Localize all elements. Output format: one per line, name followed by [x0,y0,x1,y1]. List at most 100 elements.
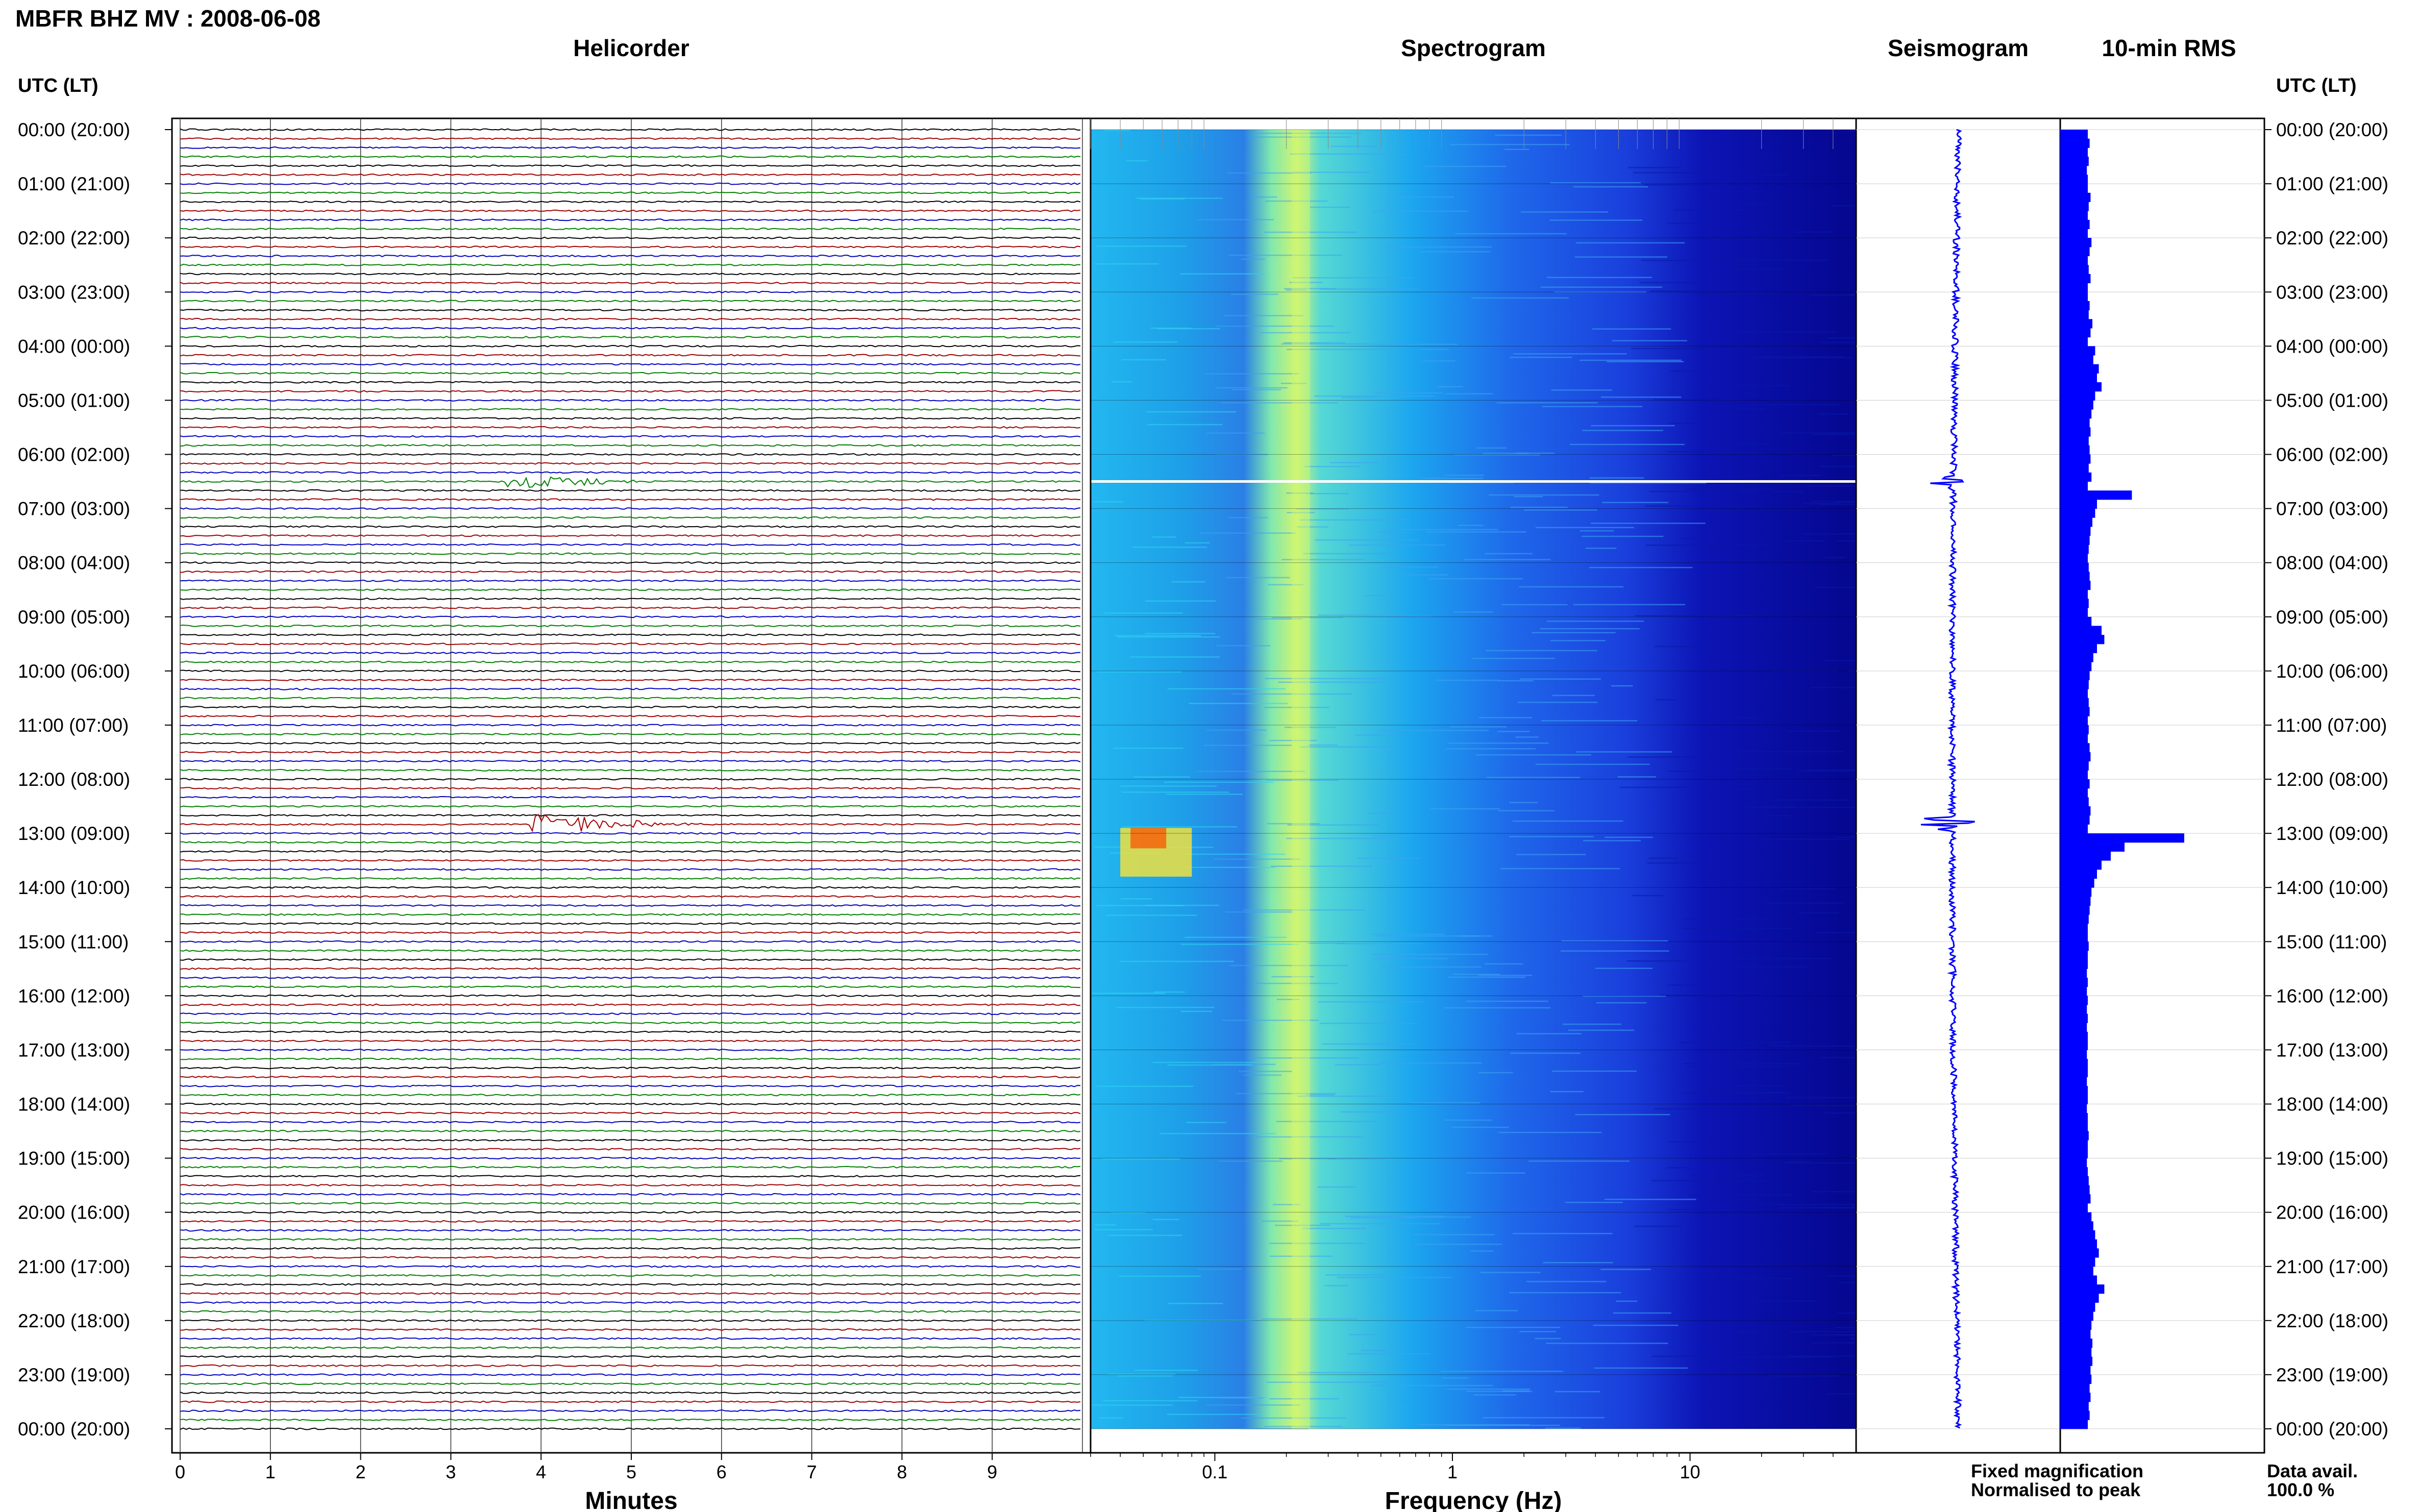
spectrogram-cell [1510,506,1568,508]
helicorder-trace [180,444,1081,447]
rms-bar [2060,734,2088,743]
spectrogram-cell [1303,553,1398,555]
spectrogram-cell [1667,222,1740,224]
helicorder-trace [180,714,1081,717]
spectrogram-cell [1447,1388,1531,1390]
spectrogram-cell [1453,611,1493,613]
spectrogram-cell [1486,777,1581,778]
rms-bar [2060,671,2090,681]
spectrogram-cell [1133,776,1190,778]
helicorder-trace [180,1030,1081,1033]
spectrogram-cell [1755,404,1840,405]
spectrogram-cell [1180,1010,1212,1012]
spectrogram-cell [1498,1131,1602,1133]
spectrogram-cell [1475,754,1591,756]
helicorder-trace [180,805,1081,808]
spectrogram-cell [1429,808,1500,810]
helicorder-trace [180,597,1081,600]
rms-bar [2060,445,2090,455]
spectrogram-cell [1264,231,1357,233]
spectrogram-cell [1099,1417,1123,1419]
time-tick-label-right: 16:00 (12:00) [2276,985,2388,1006]
spectrogram-cell [1659,995,1718,996]
spectrogram-cell [1817,932,1885,934]
spectrogram-cell [1235,1093,1337,1095]
spectrogram-cell [1146,411,1237,413]
helicorder-trace [180,371,1081,375]
time-tick-label-right: 18:00 (14:00) [2276,1094,2388,1115]
helicorder-trace [180,408,1081,411]
helicorder-trace [180,949,1081,952]
spectrogram-cell [1096,1085,1194,1087]
rms-bar [2060,788,2088,798]
rms-bar [2060,1393,2091,1402]
spectrogram-cell [1756,1204,1861,1205]
rms-bar [2060,689,2088,699]
helicorder-trace [180,588,1081,591]
helicorder-trace [180,958,1081,961]
helicorder-trace [180,976,1081,979]
spectrogram-cell [1718,443,1768,445]
helicorder-trace [180,1111,1081,1114]
time-axis-label-left: UTC (LT) [18,75,98,96]
spectrogram-cell [1604,1199,1696,1200]
spectrogram-cell [1181,853,1286,855]
rms-bar [2060,833,2184,843]
spectrogram-cell [1542,406,1643,407]
spectrogram-cell [1489,494,1599,496]
spectrogram-cell [1281,559,1365,560]
spectrogram-cell [1299,746,1399,748]
helicorder-trace [180,994,1081,997]
rms-bar [2060,806,2091,816]
spectrogram-cell [1206,729,1267,731]
time-tick-label-right: 11:00 (07:00) [2276,715,2387,736]
spectrogram-cell [1466,1172,1525,1174]
rms-bar [2060,1302,2095,1312]
rms-bar [2060,1248,2099,1258]
spectrogram-cell [1278,681,1385,683]
spectrogram-cell [1738,1331,1760,1333]
spectrogram-cell [1711,966,1808,968]
spectrogram-cell [1318,614,1398,616]
spectrogram-cell [1302,1228,1367,1229]
seismogram-trace [1920,129,1975,1429]
spectrogram-cell [1130,656,1220,658]
helicorder-trace [180,796,1081,799]
spectrogram-cell [1656,699,1676,701]
rms-bar [2060,427,2091,437]
rms-bar [2060,779,2090,789]
spectrogram-cell [1521,211,1609,213]
rms-bar [2060,643,2097,653]
helicorder-trace [180,363,1081,366]
seismogram-title: Seismogram [1888,35,2029,61]
helicorder-trace [180,137,1081,140]
spectrogram-cell [1347,1353,1430,1355]
spectrogram-cell [1337,1277,1452,1278]
spectrogram-cell [1824,557,1846,559]
spectrogram-cell [1455,233,1567,235]
spectrogram-cell [1296,508,1349,510]
helicorder-trace [180,516,1081,519]
spectrogram-cell [1526,1281,1607,1282]
spectrogram-cell [1276,999,1300,1000]
rms-bar [2060,1374,2092,1384]
helicorder-trace [180,1039,1081,1043]
spectrogram-cell [1497,680,1534,682]
spectrogram-cell [1628,167,1681,168]
time-tick-label-right: 00:00 (20:00) [2276,119,2388,140]
spectrogram-cell [1228,517,1269,518]
spectrogram-cell [1545,1427,1581,1429]
spectrogram-cell [1470,1250,1494,1252]
spectrogram-cell [1738,385,1791,386]
helicorder-trace [180,317,1081,320]
spectrogram-cell [1550,182,1641,184]
spectrogram-cell [1714,259,1829,261]
helicorder-trace [180,155,1081,158]
spectrogram-cell [1692,1175,1765,1176]
helicorder-trace [180,913,1081,916]
rms-bar [2060,1176,2089,1186]
spectrogram-cell [1167,1414,1262,1415]
time-tick-label-left: 06:00 (02:00) [18,444,130,465]
spectrogram-cell [1307,943,1345,944]
rms-bar [2060,653,2093,662]
